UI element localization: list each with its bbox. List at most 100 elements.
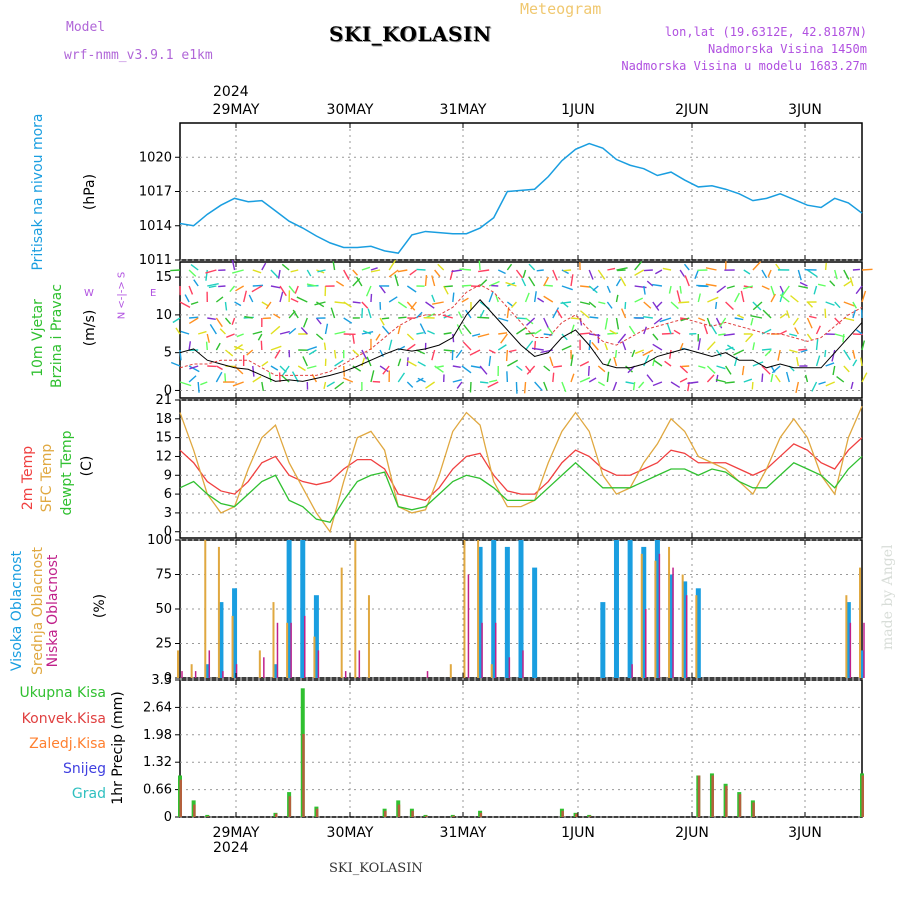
- wind-arrow: [215, 342, 221, 351]
- wind-arrow: [628, 325, 636, 335]
- wind-arrow: [417, 361, 426, 367]
- wind-arrow: [252, 375, 262, 383]
- wind-arrow: [226, 333, 235, 338]
- wind-arrow: [834, 301, 841, 309]
- low-cloud-bar: [426, 671, 429, 678]
- wind-arrow: [643, 354, 650, 367]
- wind-arrow: [652, 381, 663, 387]
- wind-arrow: [179, 349, 182, 361]
- wind-arrow: [806, 317, 813, 329]
- wind-arrow: [587, 365, 590, 376]
- wind-arrow: [625, 365, 633, 373]
- wind-arrow: [342, 377, 354, 383]
- wind-arrow: [579, 317, 583, 326]
- wind-arrow: [361, 349, 368, 360]
- wind-arrow: [343, 317, 353, 324]
- wind-arrow: [813, 285, 818, 295]
- wind-arrow: [205, 269, 217, 274]
- wind-arrow: [367, 308, 372, 319]
- wind-arrow: [207, 317, 216, 320]
- wind-arrow: [334, 381, 345, 390]
- panel-frame: [179, 679, 863, 818]
- wind-arrow: [306, 283, 317, 287]
- wind-arrow: [811, 381, 818, 392]
- wind-arrow: [597, 269, 606, 280]
- wind-arrow: [843, 280, 852, 287]
- wind-arrow: [478, 260, 481, 271]
- high-cloud-bar: [232, 588, 238, 678]
- wind-arrow: [615, 317, 620, 330]
- year-label-bottom: 2024: [213, 840, 249, 856]
- wind-arrow: [652, 301, 660, 311]
- low-cloud-bar: [344, 671, 347, 678]
- wind-arrow: [634, 349, 645, 355]
- wind-arrow: [612, 381, 618, 391]
- wind-arrow: [469, 349, 481, 356]
- wind-arrow: [479, 365, 488, 375]
- wind-arrow: [679, 285, 682, 294]
- wind-arrow: [679, 377, 688, 383]
- conv-precip-bar: [206, 816, 210, 817]
- wind-arrow: [652, 283, 663, 287]
- wind-arrow: [679, 269, 685, 277]
- wind-arrow: [306, 269, 312, 277]
- mid-cloud-bar: [177, 650, 179, 678]
- wind-arrow: [597, 365, 606, 373]
- wind-arrow: [261, 262, 267, 271]
- wind-arrow: [425, 301, 435, 309]
- wind-arrow: [632, 381, 636, 391]
- wind-arrow: [652, 333, 659, 341]
- wind-arrow: [397, 358, 402, 367]
- conv-precip-bar: [479, 812, 483, 817]
- wind-arrow: [302, 317, 308, 328]
- wind-arrow: [397, 325, 401, 335]
- wind-arrow: [861, 268, 873, 271]
- day-label-bottom: 2JUN: [675, 825, 709, 841]
- conv-precip-bar: [575, 813, 578, 817]
- wind-arrow: [437, 263, 445, 271]
- wind-arrow: [770, 285, 775, 296]
- wind-arrow: [197, 330, 207, 335]
- pressure-line: [179, 142, 863, 254]
- low-cloud-bar: [631, 664, 633, 678]
- wind-arrow: [824, 349, 827, 358]
- wind-arrow: [281, 263, 290, 271]
- wind-arrow: [679, 365, 689, 374]
- wind-arrow: [537, 297, 545, 303]
- wind-arrow: [775, 263, 781, 271]
- wind-arrow: [774, 374, 781, 383]
- low-cloud-bar: [863, 622, 865, 678]
- wind-arrow: [495, 295, 499, 303]
- low-cloud-bar: [685, 595, 688, 678]
- conv-precip-bar: [397, 804, 401, 817]
- wind-arrow: [706, 365, 716, 374]
- wind-arrow: [617, 269, 626, 272]
- wind-arrow: [607, 267, 616, 271]
- wind-arrow: [726, 285, 735, 289]
- wind-arrow: [184, 294, 190, 303]
- wind-arrow: [477, 316, 490, 319]
- conv-precip-bar: [302, 733, 305, 817]
- bottom-station-name: SKI_KOLASIN: [329, 861, 423, 876]
- wind-arrow: [855, 329, 863, 335]
- mid-cloud-bar: [190, 664, 193, 678]
- panel-frame: [179, 399, 863, 539]
- mid-cloud-bar: [477, 540, 480, 678]
- wind-arrow: [781, 285, 790, 296]
- wind-arrow: [761, 348, 772, 351]
- wind-arrow: [188, 375, 197, 383]
- wind-arrow: [588, 269, 594, 280]
- wind-arrow: [207, 283, 219, 287]
- low-cloud-bar: [645, 609, 647, 678]
- wind-arrow: [652, 343, 663, 351]
- wind-arrow: [521, 278, 527, 287]
- conv-precip-bar: [711, 775, 714, 817]
- conv-precip-bar: [411, 810, 414, 817]
- wind-arrow: [777, 349, 781, 361]
- y-tick-label: 0.66: [143, 783, 172, 798]
- wind-arrow: [806, 333, 813, 341]
- wind-arrow: [273, 313, 281, 319]
- wind-arrow: [621, 308, 627, 319]
- wind-arrow: [257, 333, 263, 341]
